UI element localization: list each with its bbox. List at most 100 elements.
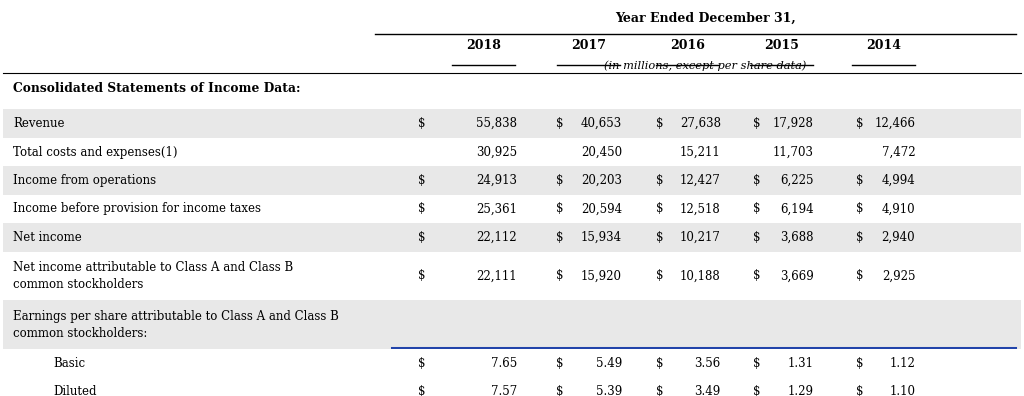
Text: $: $ [754,202,761,215]
Text: Revenue: Revenue [13,117,65,130]
Text: 3.56: 3.56 [694,357,721,370]
Text: 2,940: 2,940 [882,231,915,244]
Text: 17,928: 17,928 [772,117,813,130]
Text: Net income attributable to Class A and Class B
common stockholders: Net income attributable to Class A and C… [13,261,293,291]
Bar [3,166,1021,195]
Text: 1.12: 1.12 [890,357,915,370]
Text: 12,466: 12,466 [874,117,915,130]
Text: 6,225: 6,225 [780,174,813,187]
Bar [3,138,1021,166]
Bar [3,300,1021,349]
Text: 1.29: 1.29 [787,385,813,396]
Text: 2017: 2017 [571,38,606,51]
Text: 12,427: 12,427 [680,174,721,187]
Text: $: $ [556,202,563,215]
Text: $: $ [655,174,664,187]
Text: 30,925: 30,925 [476,146,517,158]
Text: $: $ [856,231,863,244]
Text: 6,194: 6,194 [780,202,813,215]
Text: $: $ [418,269,426,282]
Text: 3.49: 3.49 [694,385,721,396]
Text: Diluted: Diluted [53,385,97,396]
Text: $: $ [856,357,863,370]
Text: 1.10: 1.10 [889,385,915,396]
Text: $: $ [655,117,664,130]
Bar [3,223,1021,251]
Text: $: $ [655,269,664,282]
Text: 7,472: 7,472 [882,146,915,158]
Text: $: $ [856,117,863,130]
Text: 22,112: 22,112 [476,231,517,244]
Text: 3,669: 3,669 [779,269,813,282]
Text: $: $ [754,174,761,187]
Text: $: $ [556,385,563,396]
Bar [3,251,1021,300]
Text: $: $ [754,357,761,370]
Text: 2015: 2015 [765,38,800,51]
Text: $: $ [556,357,563,370]
Text: 2014: 2014 [866,38,901,51]
Text: $: $ [754,385,761,396]
Text: 12,518: 12,518 [680,202,721,215]
Bar [3,378,1021,396]
Text: $: $ [856,269,863,282]
Text: 25,361: 25,361 [476,202,517,215]
Text: $: $ [754,231,761,244]
Text: $: $ [556,269,563,282]
Bar [3,109,1021,138]
Text: $: $ [655,385,664,396]
Text: 22,111: 22,111 [476,269,517,282]
Text: 7.57: 7.57 [490,385,517,396]
Text: 55,838: 55,838 [476,117,517,130]
Text: 40,653: 40,653 [581,117,622,130]
Text: $: $ [418,202,426,215]
Text: $: $ [418,385,426,396]
Text: $: $ [556,117,563,130]
Text: Year Ended December 31,: Year Ended December 31, [615,12,796,25]
Text: 4,910: 4,910 [882,202,915,215]
Text: $: $ [856,385,863,396]
Text: $: $ [418,117,426,130]
Text: Total costs and expenses(1): Total costs and expenses(1) [13,146,177,158]
Text: $: $ [856,202,863,215]
Text: $: $ [556,174,563,187]
Text: Net income: Net income [13,231,82,244]
Text: $: $ [418,231,426,244]
Text: Basic: Basic [53,357,86,370]
Text: $: $ [655,202,664,215]
Text: 15,934: 15,934 [581,231,622,244]
Text: $: $ [418,174,426,187]
Text: $: $ [754,269,761,282]
Text: Consolidated Statements of Income Data:: Consolidated Statements of Income Data: [13,82,300,95]
Text: 10,217: 10,217 [680,231,721,244]
Text: 20,203: 20,203 [581,174,622,187]
Text: 10,188: 10,188 [680,269,721,282]
Text: 15,920: 15,920 [581,269,622,282]
Text: 5.39: 5.39 [596,385,622,396]
Text: 2,925: 2,925 [882,269,915,282]
Text: (in millions, except per share data): (in millions, except per share data) [604,61,807,71]
Text: 20,594: 20,594 [581,202,622,215]
Text: 15,211: 15,211 [680,146,721,158]
Text: 3,688: 3,688 [780,231,813,244]
Bar [3,195,1021,223]
Text: 1.31: 1.31 [787,357,813,370]
Text: $: $ [856,174,863,187]
Text: $: $ [655,231,664,244]
Text: 24,913: 24,913 [476,174,517,187]
Text: $: $ [754,117,761,130]
Text: Earnings per share attributable to Class A and Class B
common stockholders:: Earnings per share attributable to Class… [13,310,339,339]
Text: 20,450: 20,450 [581,146,622,158]
Text: 2018: 2018 [466,38,501,51]
Text: Income before provision for income taxes: Income before provision for income taxes [13,202,261,215]
Text: Income from operations: Income from operations [13,174,156,187]
Text: $: $ [556,231,563,244]
Bar [3,349,1021,378]
Text: $: $ [418,357,426,370]
Text: 4,994: 4,994 [882,174,915,187]
Text: 5.49: 5.49 [596,357,622,370]
Text: 2016: 2016 [670,38,705,51]
Text: 11,703: 11,703 [772,146,813,158]
Text: 27,638: 27,638 [680,117,721,130]
Text: $: $ [655,357,664,370]
